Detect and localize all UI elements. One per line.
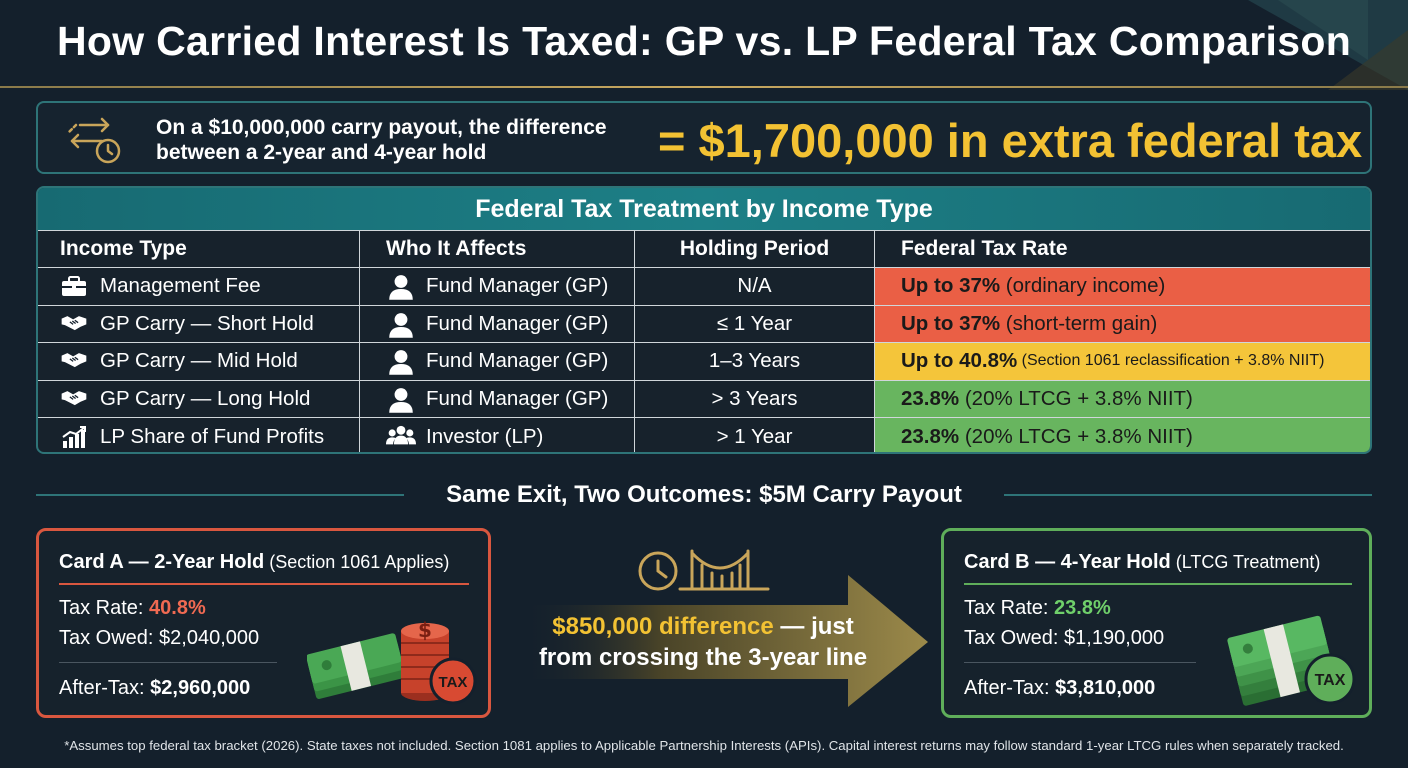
table-row: GP Carry — Short Hold Fund Manager (GP) ≤ …: [38, 304, 1370, 343]
section-divider-right: [1004, 494, 1372, 496]
banner-text: On a $10,000,000 carry payout, the diffe…: [156, 116, 607, 164]
page-title: How Carried Interest Is Taxed: GP vs. LP…: [56, 18, 1352, 64]
tax-rate-cell: 23.8% (20% LTCG + 3.8% NIIT): [875, 418, 1370, 452]
income-type-cell: Management Fee: [38, 268, 360, 305]
column-header: Holding Period: [635, 231, 875, 267]
banner-highlight: = $1,700,000 in extra federal tax: [658, 114, 1363, 167]
card-a-divider: [59, 662, 277, 663]
tax-rate-note: (ordinary income): [1000, 274, 1166, 298]
column-header: Income Type: [38, 231, 360, 267]
tax-rate-note: (20% LTCG + 3.8% NIIT): [959, 424, 1193, 448]
tax-rate-value: Up to 37%: [901, 311, 1001, 335]
who-label: Investor (LP): [426, 424, 544, 448]
holding-period-cell: ≤ 1 Year: [635, 305, 875, 343]
svg-text:TAX: TAX: [1315, 672, 1346, 689]
card-b-title: Card B — 4-Year Hold (LTCG Treatment): [964, 551, 1321, 573]
tax-rate-value: Up to 40.8%: [901, 349, 1018, 373]
card-b-divider: [964, 662, 1196, 663]
table-title: Federal Tax Treatment by Income Type: [38, 188, 1370, 230]
card-b-owed: Tax Owed: $1,190,000: [964, 627, 1165, 649]
column-header: Federal Tax Rate: [901, 237, 1068, 260]
money-stack-tax-coins-icon: $ TAX: [307, 618, 477, 705]
table-row: LP Share of Fund Profits Investor (LP) > 1…: [38, 417, 1370, 452]
tax-rate-value: 23.8%: [901, 424, 960, 448]
holding-period-cell: 1–3 Years: [635, 343, 875, 380]
tax-rate-note: (Section 1061 reclassification + 3.8% NI…: [1017, 352, 1325, 370]
income-type-label: LP Share of Fund Profits: [100, 424, 325, 448]
card-a-owed: Tax Owed: $2,040,000: [59, 627, 260, 649]
section-divider-left: [36, 494, 404, 496]
table-body: Management Fee Fund Manager (GP) N/A Up to …: [38, 267, 1370, 452]
income-type-cell: LP Share of Fund Profits: [38, 418, 360, 452]
group-icon: [386, 425, 416, 449]
card-b-title-rule: [964, 583, 1352, 585]
table-row: Management Fee Fund Manager (GP) N/A Up to …: [38, 267, 1370, 305]
card-b-after-tax: After-Tax: $3,810,000: [964, 677, 1156, 699]
handshake-icon: [60, 312, 88, 336]
income-type-cell: GP Carry — Mid Hold: [38, 343, 360, 380]
card-b-rate: Tax Rate: 23.8%: [964, 597, 1111, 619]
who-cell: Fund Manager (GP): [360, 268, 635, 305]
card-a-title: Card A — 2-Year Hold (Section 1061 Appli…: [59, 551, 450, 573]
svg-text:$: $: [418, 618, 432, 642]
tax-treatment-table: Federal Tax Treatment by Income Type Inc…: [36, 186, 1372, 454]
person-icon: [386, 274, 416, 300]
table-row: GP Carry — Long Hold Fund Manager (GP) > 3…: [38, 379, 1370, 418]
card-a-title-rule: [59, 583, 469, 585]
who-cell: Fund Manager (GP): [360, 380, 635, 418]
tax-rate-cell: Up to 37% (ordinary income): [875, 268, 1370, 305]
who-cell: Investor (LP): [360, 418, 635, 452]
tax-rate-note: (short-term gain): [1000, 311, 1158, 335]
tax-rate-note: (20% LTCG + 3.8% NIIT): [959, 387, 1193, 411]
money-stack-tax-badge-icon: TAX: [1227, 615, 1356, 706]
handshake-icon: [60, 387, 88, 411]
card-a: Card A — 2-Year Hold (Section 1061 Appli…: [36, 528, 491, 718]
growth-chart-icon: [60, 425, 88, 449]
svg-text:TAX: TAX: [439, 674, 468, 691]
difference-text: $850,000 difference — just from crossing…: [538, 613, 868, 671]
who-label: Fund Manager (GP): [426, 274, 609, 298]
table-header-row: Income Type Who It Affects Holding Perio…: [38, 230, 1370, 267]
column-header: Who It Affects: [360, 231, 635, 267]
who-cell: Fund Manager (GP): [360, 305, 635, 343]
who-label: Fund Manager (GP): [426, 311, 609, 335]
clock-bridge-icon: [638, 549, 770, 591]
person-icon: [386, 312, 416, 338]
corner-decoration: [1168, 0, 1408, 90]
handshake-icon: [60, 349, 88, 373]
person-icon: [386, 387, 416, 413]
income-type-cell: GP Carry — Short Hold: [38, 305, 360, 343]
income-type-cell: GP Carry — Long Hold: [38, 380, 360, 418]
footnote: *Assumes top federal tax bracket (2026).…: [64, 738, 1344, 753]
who-label: Fund Manager (GP): [426, 387, 609, 411]
summary-banner: On a $10,000,000 carry payout, the diffe…: [36, 101, 1372, 174]
difference-arrow: $850,000 difference — just from crossing…: [518, 575, 928, 710]
card-a-after-tax: After-Tax: $2,960,000: [59, 677, 251, 699]
tax-rate-cell: Up to 40.8% (Section 1061 reclassificati…: [875, 343, 1370, 380]
holding-period-cell: N/A: [635, 268, 875, 305]
title-divider: [0, 86, 1408, 88]
card-a-rate: Tax Rate: 40.8%: [59, 597, 206, 619]
card-b: Card B — 4-Year Hold (LTCG Treatment) Ta…: [941, 528, 1372, 718]
income-type-label: GP Carry — Mid Hold: [100, 349, 298, 373]
tax-rate-value: 23.8%: [901, 387, 960, 411]
holding-period-cell: > 1 Year: [635, 418, 875, 452]
income-type-label: Management Fee: [100, 274, 261, 298]
who-cell: Fund Manager (GP): [360, 343, 635, 380]
income-type-label: GP Carry — Short Hold: [100, 311, 314, 335]
income-type-label: GP Carry — Long Hold: [100, 387, 311, 411]
tax-rate-cell: 23.8% (20% LTCG + 3.8% NIIT): [875, 380, 1370, 418]
tax-rate-cell: Up to 37% (short-term gain): [875, 305, 1370, 343]
table-row: GP Carry — Mid Hold Fund Manager (GP) 1–3 …: [38, 342, 1370, 380]
section-title: Same Exit, Two Outcomes: $5M Carry Payou…: [446, 481, 962, 508]
person-icon: [386, 349, 416, 376]
holding-period-cell: > 3 Years: [635, 380, 875, 418]
exchange-clock-icon: [66, 117, 121, 164]
briefcase-icon: [60, 274, 88, 298]
tax-rate-value: Up to 37%: [901, 274, 1001, 298]
who-label: Fund Manager (GP): [426, 349, 609, 373]
